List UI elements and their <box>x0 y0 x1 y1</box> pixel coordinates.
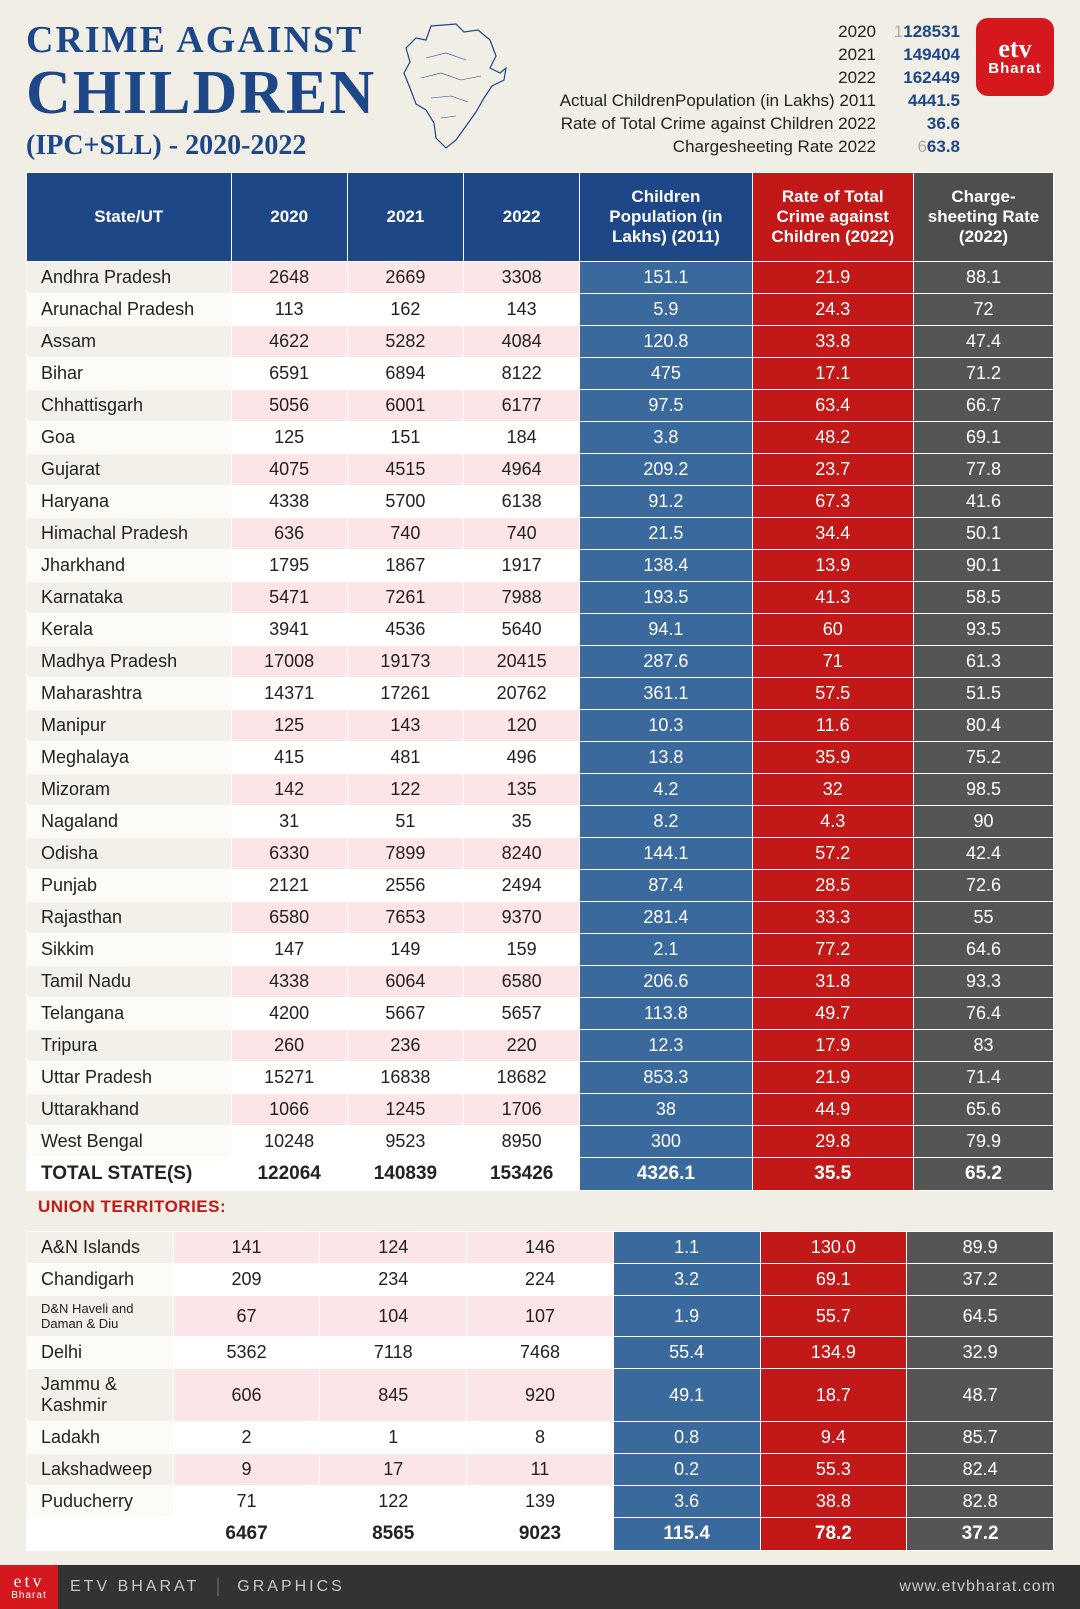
summary-row: Rate of Total Crime against Children 202… <box>561 114 960 134</box>
table-row: Puducherry711221393.638.882.8 <box>27 1486 1054 1518</box>
footer-logo: etv Bharat <box>0 1565 58 1609</box>
footer-url: www.etvbharat.com <box>899 1578 1080 1596</box>
table-row: Assam462252824084120.833.847.4 <box>27 326 1054 358</box>
table-row: Chhattisgarh50566001617797.563.466.7 <box>27 390 1054 422</box>
brand-logo: etv Bharat <box>976 18 1054 96</box>
logo-text-top: etv <box>998 37 1031 60</box>
th-rate: Rate of Total Crime against Children (20… <box>752 173 913 262</box>
summary-row: 2021149404 <box>838 45 960 65</box>
table-row: Maharashtra143711726120762361.157.551.5 <box>27 678 1054 710</box>
th-population: Children Population (in Lakhs) (2011) <box>580 173 752 262</box>
table-row: Rajasthan658076539370281.433.355 <box>27 902 1054 934</box>
summary-row: Actual ChildrenPopulation (in Lakhs) 201… <box>560 91 960 111</box>
table-row: TOTAL STATE(S)1220641408391534264326.135… <box>27 1158 1054 1191</box>
table-row: Tamil Nadu433860646580206.631.893.3 <box>27 966 1054 998</box>
summary-row: 20201128531 <box>838 22 960 42</box>
table-row: Jammu & Kashmir60684592049.118.748.7 <box>27 1369 1054 1422</box>
th-2021: 2021 <box>347 173 463 262</box>
table-row: Lakshadweep917110.255.382.4 <box>27 1454 1054 1486</box>
table-row: Kerala39414536564094.16093.5 <box>27 614 1054 646</box>
table-row: Karnataka547172617988193.541.358.5 <box>27 582 1054 614</box>
table-row: Uttar Pradesh152711683818682853.321.971.… <box>27 1062 1054 1094</box>
table-row: Jharkhand179518671917138.413.990.1 <box>27 550 1054 582</box>
th-state: State/UT <box>27 173 232 262</box>
footer-section: GRAPHICS <box>219 1578 345 1596</box>
table-row: Sikkim1471491592.177.264.6 <box>27 934 1054 966</box>
header: CRIME AGAINST CHILDREN (IPC+SLL) - 2020-… <box>26 18 1054 162</box>
ut-table: A&N Islands1411241461.1130.089.9Chandiga… <box>26 1231 1054 1551</box>
table-row: Odisha633078998240144.157.242.4 <box>27 838 1054 870</box>
ut-section-header: UNION TERRITORIES: <box>26 1191 1054 1221</box>
table-row: D&N Haveli and Daman & Diu671041071.955.… <box>27 1296 1054 1337</box>
footer: etv Bharat ETV BHARAT GRAPHICS www.etvbh… <box>0 1565 1080 1609</box>
th-chargesheet: Charge-sheeting Rate (2022) <box>913 173 1053 262</box>
table-row: Ladakh2180.89.485.7 <box>27 1422 1054 1454</box>
table-row: Tripura26023622012.317.983 <box>27 1030 1054 1062</box>
table-row: Mizoram1421221354.23298.5 <box>27 774 1054 806</box>
table-row: A&N Islands1411241461.1130.089.9 <box>27 1232 1054 1264</box>
table-row: 646785659023115.478.237.2 <box>27 1518 1054 1551</box>
table-row: Gujarat407545154964209.223.777.8 <box>27 454 1054 486</box>
table-row: Haryana43385700613891.267.341.6 <box>27 486 1054 518</box>
table-row: Delhi53627118746855.4134.932.9 <box>27 1337 1054 1369</box>
table-row: Punjab21212556249487.428.572.6 <box>27 870 1054 902</box>
table-row: Manipur12514312010.311.680.4 <box>27 710 1054 742</box>
summary-row: 2022162449 <box>838 68 960 88</box>
india-map-icon <box>386 18 516 158</box>
table-row: Arunachal Pradesh1131621435.924.372 <box>27 294 1054 326</box>
summary-stats: 20201128531 2021149404 2022162449 Actual… <box>516 18 1054 157</box>
table-row: Madhya Pradesh170081917320415287.67161.3 <box>27 646 1054 678</box>
th-2022: 2022 <box>464 173 580 262</box>
table-row: West Bengal102489523895030029.879.9 <box>27 1126 1054 1158</box>
table-row: Uttarakhand1066124517063844.965.6 <box>27 1094 1054 1126</box>
table-row: Meghalaya41548149613.835.975.2 <box>27 742 1054 774</box>
table-row: Himachal Pradesh63674074021.534.450.1 <box>27 518 1054 550</box>
summary-row: Chargesheeting Rate 2022663.8 <box>673 137 960 157</box>
th-2020: 2020 <box>231 173 347 262</box>
title-line-2: CHILDREN <box>26 62 376 124</box>
title-subtitle: (IPC+SLL) - 2020-2022 <box>26 130 376 162</box>
table-row: Nagaland3151358.24.390 <box>27 806 1054 838</box>
table-row: Chandigarh2092342243.269.137.2 <box>27 1264 1054 1296</box>
table-row: Telangana420056675657113.849.776.4 <box>27 998 1054 1030</box>
table-row: Goa1251511843.848.269.1 <box>27 422 1054 454</box>
logo-text-bottom: Bharat <box>988 60 1042 77</box>
title-block: CRIME AGAINST CHILDREN (IPC+SLL) - 2020-… <box>26 18 386 162</box>
title-line-1: CRIME AGAINST <box>26 18 376 62</box>
table-row: Andhra Pradesh264826693308151.121.988.1 <box>27 262 1054 294</box>
table-row: Bihar65916894812247517.171.2 <box>27 358 1054 390</box>
states-table: State/UT 2020 2021 2022 Children Populat… <box>26 172 1054 1191</box>
footer-brand: ETV BHARAT <box>58 1578 219 1596</box>
